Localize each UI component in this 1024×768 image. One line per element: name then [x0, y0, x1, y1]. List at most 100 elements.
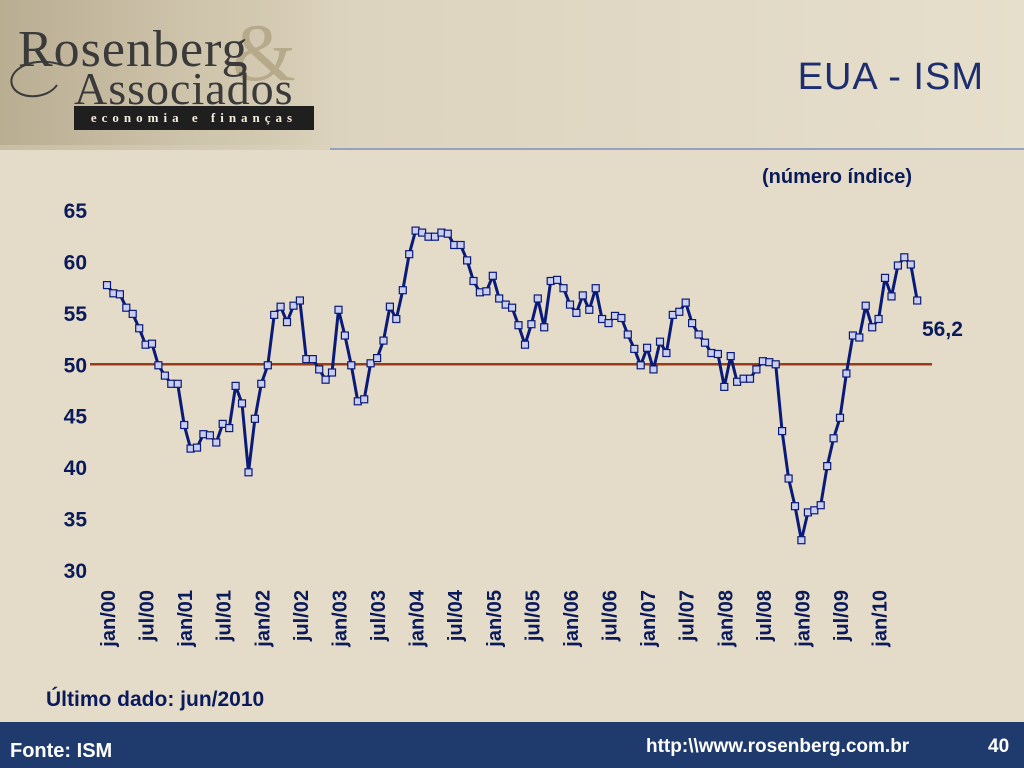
data-point-marker — [752, 365, 761, 374]
data-point-marker — [212, 438, 221, 447]
data-point-marker — [488, 271, 497, 280]
data-point-marker — [829, 434, 838, 443]
data-point-marker — [700, 338, 710, 347]
data-point-marker — [797, 536, 806, 545]
data-point-marker — [662, 348, 671, 358]
data-point-marker — [327, 368, 337, 377]
data-point-marker — [880, 273, 890, 282]
x-tick-label: jan/10 — [870, 590, 892, 648]
data-point-marker — [655, 337, 665, 346]
x-axis: jan/00 jul/00 jan/01 jul/01 jan/02 jul/02 jan/… — [98, 589, 892, 648]
data-point-marker — [225, 424, 234, 433]
data-point-marker — [115, 290, 125, 299]
data-point-marker — [173, 379, 182, 388]
data-point-marker — [180, 420, 189, 430]
x-tick-label: jul/06 — [600, 590, 622, 642]
logo-line1: Rosenberg — [18, 21, 249, 78]
data-point-marker — [231, 381, 240, 390]
x-tick-label: jan/03 — [329, 590, 351, 648]
data-point-marker — [533, 294, 542, 303]
data-point-marker — [102, 281, 112, 290]
data-point-marker — [192, 443, 202, 452]
x-tick-label: jul/09 — [831, 590, 853, 642]
data-point-marker — [816, 501, 825, 510]
data-point-marker — [334, 305, 343, 314]
data-point-marker — [623, 330, 632, 339]
data-point-marker — [540, 323, 549, 332]
data-point-marker — [777, 427, 787, 436]
data-point-marker — [237, 399, 247, 408]
x-tick-label: jul/05 — [522, 590, 544, 642]
data-point-marker — [244, 468, 253, 477]
data-point-marker — [868, 323, 877, 332]
logo-ampersand: & — [232, 7, 296, 98]
page-number: 40 — [988, 736, 1010, 757]
x-tick-label: jul/04 — [445, 589, 467, 642]
y-tick-label: 30 — [64, 560, 87, 583]
y-tick-label: 50 — [64, 354, 87, 377]
data-point-marker — [681, 298, 690, 307]
x-tick-label: jan/00 — [98, 590, 120, 648]
data-point-marker — [392, 314, 401, 324]
data-point-marker — [565, 300, 575, 309]
data-point-marker — [771, 360, 780, 369]
data-point-marker — [713, 349, 723, 359]
last-value-label: 56,2 — [922, 318, 963, 341]
x-tick-label: jul/00 — [137, 590, 159, 642]
footer-url: http:\\www.rosenberg.com.br — [646, 736, 910, 757]
data-point-marker — [893, 261, 903, 270]
data-point-marker — [552, 275, 562, 284]
x-tick-label: jan/07 — [638, 590, 660, 648]
data-point-marker — [270, 310, 279, 319]
data-point-marker — [289, 301, 298, 310]
x-tick-label: jul/07 — [677, 590, 699, 642]
data-point-marker — [456, 240, 465, 250]
data-point-marker — [276, 302, 285, 311]
data-point-marker — [463, 256, 472, 265]
data-point-marker — [906, 260, 915, 269]
footer-bar — [0, 722, 1024, 768]
x-tick-label: jan/04 — [407, 589, 429, 648]
data-point-marker — [649, 365, 658, 374]
data-point-marker — [559, 284, 568, 293]
data-point-marker — [874, 314, 883, 324]
y-tick-label: 55 — [64, 303, 88, 326]
data-point-marker — [913, 296, 922, 305]
data-point-marker — [160, 371, 169, 380]
data-point-marker — [347, 361, 356, 370]
data-point-marker — [154, 361, 163, 370]
footer-source: Fonte: ISM — [10, 740, 113, 762]
data-point-marker — [218, 419, 227, 428]
data-point-marker — [514, 321, 523, 330]
data-point-marker — [128, 309, 137, 318]
data-point-marker — [443, 229, 452, 238]
data-point-marker — [585, 305, 594, 314]
data-point-marker — [385, 302, 394, 311]
company-logo: & Rosenberg Associados economia e finanç… — [0, 0, 330, 145]
x-tick-label: jul/08 — [754, 590, 776, 642]
data-point-marker — [205, 431, 214, 440]
data-point-marker — [578, 291, 587, 300]
data-point-marker — [469, 276, 478, 286]
logo-tagline: economia e finanças — [74, 106, 314, 130]
data-point-marker — [675, 307, 684, 316]
y-tick-label: 60 — [64, 251, 87, 274]
data-point-marker — [591, 284, 600, 293]
y-tick-label: 45 — [64, 406, 88, 429]
data-point-marker — [597, 314, 607, 324]
data-point-marker — [122, 303, 131, 312]
data-point-marker — [482, 287, 491, 296]
y-tick-label: 35 — [64, 509, 88, 532]
ism-series-line — [105, 229, 919, 542]
data-point-marker — [495, 294, 504, 303]
data-point-marker — [861, 301, 870, 310]
x-tick-label: jul/01 — [214, 590, 236, 642]
x-tick-label: jan/05 — [484, 590, 506, 648]
x-tick-label: jan/09 — [792, 590, 814, 648]
data-point-marker — [855, 333, 864, 342]
y-tick-label: 65 — [64, 200, 88, 223]
data-point-marker — [642, 343, 652, 352]
data-point-marker — [147, 339, 157, 348]
data-point-marker — [694, 330, 703, 339]
